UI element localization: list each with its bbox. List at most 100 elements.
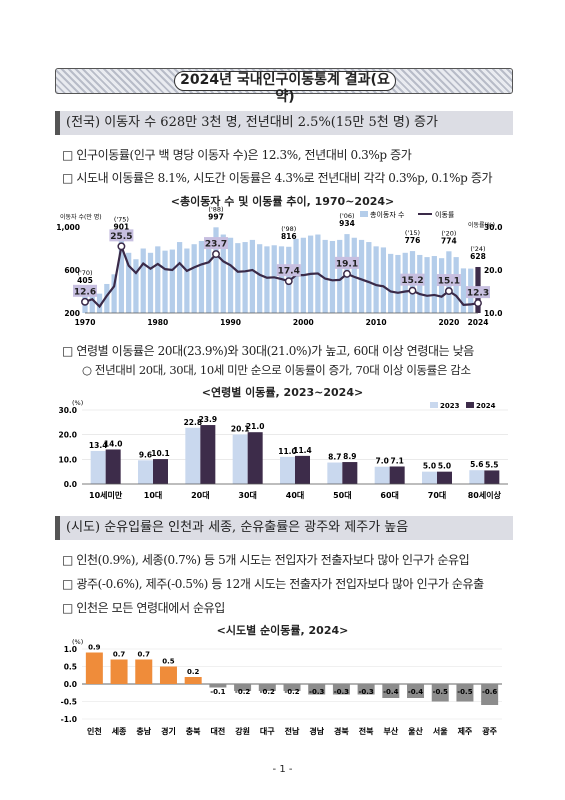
chart3-category-label: 울산 [408, 726, 423, 736]
chart1-rate-label-box [204, 237, 228, 250]
chart2-category-label: 40대 [286, 490, 305, 500]
chart3-value-label: -0.3 [309, 688, 324, 696]
chart3-axis-label: (%) [72, 638, 83, 646]
chart1-rate-marker [117, 242, 126, 251]
chart1-bar [169, 249, 175, 313]
chart3-category-label: 충남 [136, 726, 151, 736]
chart1-rate-label: 15.2 [401, 276, 423, 286]
chart1-rate-marker [444, 287, 453, 296]
chart1-bar [366, 242, 372, 313]
chart1-rate-label-box [73, 284, 97, 297]
chart3-value-label: 0.5 [162, 658, 175, 666]
chart1-rate-label-box [109, 229, 134, 242]
chart2-value-label: 7.1 [391, 456, 404, 465]
chart3-value-label: -0.4 [383, 688, 398, 696]
chart2-title: <연령별 이동률, 2023~2024> [201, 386, 364, 399]
chart2-bar-2024 [247, 432, 263, 484]
chart2-value-label: 11.4 [293, 446, 312, 455]
chart2-value-label: 8.9 [343, 452, 356, 461]
chart2-bar-2023 [327, 462, 343, 484]
chart2-category-label: 10대 [144, 490, 163, 500]
chart2-legend-2023-swatch [430, 402, 438, 408]
chart1-count-year-label: ('75) [114, 216, 129, 224]
chart2-y-tick: 0.0 [64, 480, 77, 489]
chart1-x-tick: 1980 [147, 318, 168, 327]
chart1-count-label: 405 [77, 276, 93, 285]
chart1-left-tick: 1,000 [56, 223, 80, 232]
chart3-category-label: 세종 [112, 726, 127, 736]
chart2-bar-2024 [437, 471, 452, 484]
chart1-bar [373, 246, 379, 313]
chart1-bar [264, 246, 270, 313]
chart3-category-label: 경남 [309, 726, 324, 736]
chart2-value-label: 9.6 [139, 450, 152, 459]
chart3-value-label: -0.6 [482, 688, 497, 696]
chart2-category-label: 20대 [191, 490, 210, 500]
chart1-bar [184, 248, 190, 313]
chart1-count-label: 776 [405, 236, 421, 245]
chart3-y-tick: 0.0 [64, 680, 77, 689]
chart1-count-label: 901 [114, 223, 130, 232]
chart3-category-label: 전남 [285, 726, 300, 736]
chart2-category-label: 30대 [238, 490, 257, 500]
chart1-count-year-label: ('20) [441, 229, 456, 237]
chart1-right-axis-label: 이동률(%) [468, 221, 495, 229]
chart2-legend-2023-label: 2023 [440, 402, 460, 410]
chart1-rate-label: 25.5 [110, 232, 132, 242]
chart3-bar [456, 684, 474, 702]
chart2-bar-2024 [200, 425, 216, 484]
chart3-category-label: 부산 [383, 726, 398, 736]
chart3-value-label: 0.9 [88, 644, 101, 652]
chart1-count-year-label: ('15) [405, 229, 420, 237]
chart1-x-tick: 2010 [366, 318, 387, 327]
chart1-movers-rate: 이동자 수(만 명) 이동률(%) 200 600 1,000 10.0 20.0 30.0 1… [56, 205, 503, 327]
chart1-rate-marker [81, 297, 89, 306]
chart2-value-label: 20.1 [231, 424, 250, 433]
chart2-bar-2024 [484, 470, 500, 484]
chart1-rate-label: 12.3 [467, 289, 489, 299]
chart3-title: <시도별 순이동률, 2024> [216, 624, 349, 637]
page-title: 2024년 국내인구이동통계 결과(요약) [174, 71, 396, 105]
chart1-rate-label-box [436, 274, 461, 287]
chart1-count-year-label: ('70) [77, 269, 92, 277]
chart3-value-label: -0.3 [358, 688, 373, 696]
section3-bullet-1: □ 인천(0.9%), 세종(0.7%) 등 5개 시도는 전입자가 전출자보다… [62, 553, 470, 567]
chart3-category-label: 대구 [260, 726, 275, 736]
chart1-bar [176, 242, 183, 313]
chart3-bar [481, 684, 499, 705]
chart2-legend-2024-swatch [466, 402, 474, 408]
chart2-bar-2023 [374, 466, 390, 484]
section2-bullet: □ 연령별 이동률은 20대(23.9%)와 30대(21.0%)가 높고, 6… [62, 344, 474, 358]
page-number: - 1 - [272, 764, 293, 775]
chart1-bar [358, 239, 365, 313]
chart1-count-label: 934 [339, 219, 355, 228]
chart1-bar [140, 248, 146, 313]
chart2-y-tick: 30.0 [58, 406, 77, 415]
chart2-value-label: 11.0 [278, 447, 297, 456]
chart1-rate-marker [212, 250, 220, 259]
chart1-count-year-label: ('24) [470, 245, 485, 253]
chart1-count-label: 628 [470, 252, 486, 261]
chart1-rate-label: 15.1 [438, 277, 460, 287]
chart1-bar [191, 244, 197, 313]
chart1-bar [351, 237, 357, 313]
chart1-rate-label-box [276, 264, 301, 277]
chart3-category-label: 경북 [334, 726, 349, 736]
chart1-rate-marker [284, 277, 293, 286]
chart3-category-label: 충북 [186, 726, 201, 736]
chart1-count-year-label: ('88) [208, 205, 223, 213]
chart3-value-label: -0.2 [235, 688, 250, 696]
chart3-value-label: -0.5 [457, 688, 472, 696]
chart1-bar [155, 246, 161, 313]
chart3-value-label: 0.7 [113, 651, 126, 659]
chart1-bar [220, 234, 226, 313]
chart2-bar-2023 [280, 456, 295, 484]
chart3-bar [407, 684, 425, 698]
chart2-value-label: 23.9 [199, 415, 218, 424]
chart1-right-tick: 30.0 [484, 223, 503, 232]
chart1-legend-line-label: 이동률 [435, 210, 455, 219]
chart2-category-label: 80세이상 [468, 490, 502, 500]
chart2-bar-2024 [153, 459, 168, 484]
chart2-axis-label: (%) [72, 399, 83, 407]
chart3-category-label: 대전 [211, 726, 226, 736]
